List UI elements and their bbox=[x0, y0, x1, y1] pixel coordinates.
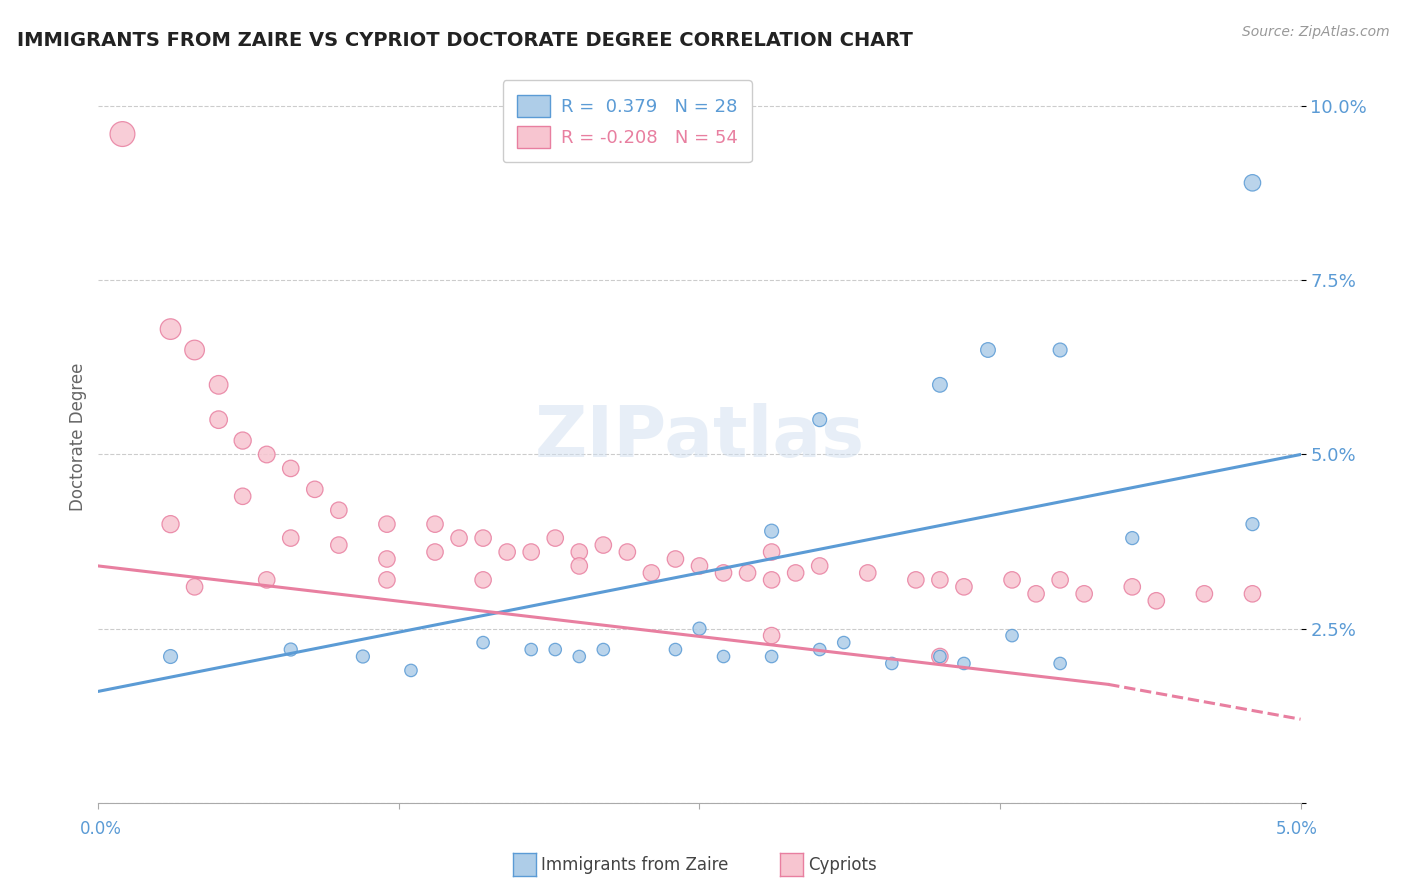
Point bbox=[761, 524, 783, 538]
Point bbox=[520, 642, 543, 657]
Point bbox=[1049, 657, 1071, 671]
Point bbox=[159, 517, 181, 532]
Point bbox=[977, 343, 1000, 357]
Point bbox=[713, 566, 735, 580]
Point bbox=[1025, 587, 1047, 601]
Point bbox=[713, 649, 735, 664]
Point bbox=[688, 622, 710, 636]
Point bbox=[496, 545, 519, 559]
Text: 0.0%: 0.0% bbox=[80, 820, 122, 838]
Point bbox=[472, 531, 495, 545]
Point bbox=[111, 127, 134, 141]
Point bbox=[953, 580, 976, 594]
Point bbox=[761, 649, 783, 664]
Point bbox=[208, 412, 231, 426]
Point bbox=[375, 573, 398, 587]
Point bbox=[568, 545, 591, 559]
Point bbox=[375, 552, 398, 566]
Point bbox=[183, 580, 205, 594]
Point bbox=[761, 545, 783, 559]
Text: ZIPatlas: ZIPatlas bbox=[534, 402, 865, 472]
Point bbox=[880, 657, 903, 671]
Point bbox=[1121, 531, 1143, 545]
Point bbox=[159, 322, 181, 336]
Point bbox=[1144, 594, 1167, 608]
Point bbox=[1121, 580, 1143, 594]
Point bbox=[1049, 573, 1071, 587]
Point bbox=[1001, 629, 1024, 643]
Point bbox=[472, 635, 495, 649]
Point bbox=[520, 545, 543, 559]
Point bbox=[159, 649, 181, 664]
Text: IMMIGRANTS FROM ZAIRE VS CYPRIOT DOCTORATE DEGREE CORRELATION CHART: IMMIGRANTS FROM ZAIRE VS CYPRIOT DOCTORA… bbox=[17, 31, 912, 50]
Legend: R =  0.379   N = 28, R = -0.208   N = 54: R = 0.379 N = 28, R = -0.208 N = 54 bbox=[503, 80, 752, 162]
Point bbox=[423, 517, 446, 532]
Point bbox=[1194, 587, 1216, 601]
Point bbox=[832, 635, 855, 649]
Point bbox=[1001, 573, 1024, 587]
Point bbox=[929, 649, 952, 664]
Point bbox=[375, 517, 398, 532]
Point bbox=[232, 489, 254, 503]
Point bbox=[544, 531, 567, 545]
Point bbox=[929, 649, 952, 664]
Point bbox=[328, 503, 350, 517]
Point bbox=[256, 573, 278, 587]
Y-axis label: Doctorate Degree: Doctorate Degree bbox=[69, 363, 87, 511]
Point bbox=[1073, 587, 1095, 601]
Point bbox=[808, 558, 831, 573]
Point bbox=[592, 642, 614, 657]
Text: Cypriots: Cypriots bbox=[808, 856, 877, 874]
Point bbox=[472, 573, 495, 587]
Point bbox=[447, 531, 470, 545]
Point bbox=[568, 558, 591, 573]
Point bbox=[616, 545, 638, 559]
Point bbox=[1241, 587, 1264, 601]
Point bbox=[761, 573, 783, 587]
Point bbox=[929, 377, 952, 392]
Point bbox=[856, 566, 879, 580]
Point bbox=[352, 649, 374, 664]
Point bbox=[808, 412, 831, 426]
Point bbox=[1049, 343, 1071, 357]
Text: Source: ZipAtlas.com: Source: ZipAtlas.com bbox=[1241, 25, 1389, 39]
Point bbox=[399, 664, 422, 678]
Point bbox=[280, 461, 302, 475]
Point bbox=[929, 573, 952, 587]
Point bbox=[1241, 176, 1264, 190]
Point bbox=[761, 629, 783, 643]
Point bbox=[280, 642, 302, 657]
Point bbox=[904, 573, 927, 587]
Point bbox=[737, 566, 759, 580]
Point bbox=[423, 545, 446, 559]
Point bbox=[232, 434, 254, 448]
Point bbox=[568, 649, 591, 664]
Point bbox=[280, 531, 302, 545]
Point bbox=[664, 642, 686, 657]
Point bbox=[183, 343, 205, 357]
Point bbox=[304, 483, 326, 497]
Point bbox=[328, 538, 350, 552]
Point bbox=[664, 552, 686, 566]
Point bbox=[208, 377, 231, 392]
Point bbox=[808, 642, 831, 657]
Point bbox=[785, 566, 807, 580]
Point bbox=[544, 642, 567, 657]
Point bbox=[256, 448, 278, 462]
Text: 5.0%: 5.0% bbox=[1275, 820, 1317, 838]
Point bbox=[1241, 517, 1264, 532]
Point bbox=[953, 657, 976, 671]
Point bbox=[640, 566, 662, 580]
Text: Immigrants from Zaire: Immigrants from Zaire bbox=[541, 856, 728, 874]
Point bbox=[592, 538, 614, 552]
Point bbox=[688, 558, 710, 573]
